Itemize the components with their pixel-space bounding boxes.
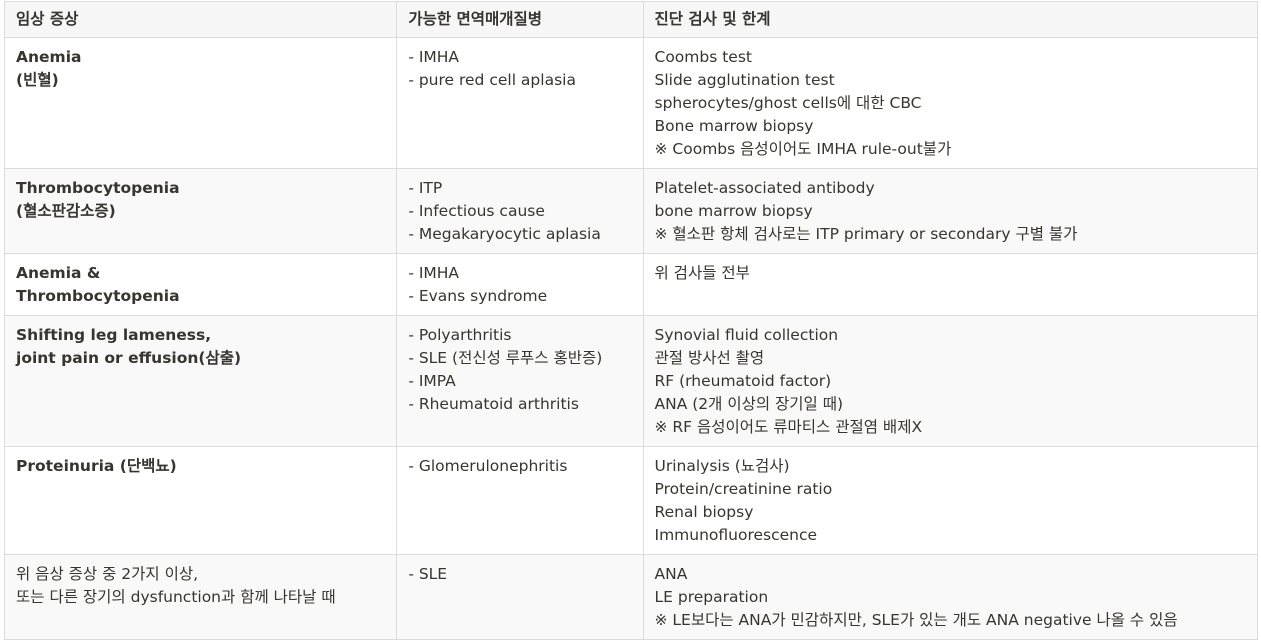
symptom-text: (혈소판감소증) [16, 202, 116, 220]
symptom-cell: Anemia & Thrombocytopenia [3, 253, 398, 316]
disease-item: - IMPA [408, 372, 456, 390]
diagnostic-cell: Platelet-associated antibody bone marrow … [642, 168, 1258, 254]
disease-item: - Evans syndrome [408, 287, 548, 305]
diagnostic-item: Immunofluorescence [654, 526, 818, 544]
disease-cell: - ITP - Infectious cause - Megakaryocytic … [396, 168, 644, 254]
disease-item: - Megakaryocytic aplasia [408, 225, 601, 243]
symptom-cell: Proteinuria (단백뇨) [3, 446, 398, 555]
disease-cell: - IMHA - Evans syndrome [396, 253, 644, 316]
disease-item: - Infectious cause [408, 202, 545, 220]
diagnostic-item: Synovial fluid collection [654, 326, 839, 344]
table-row: 위 음상 증상 중 2가지 이상, 또는 다른 장기의 dysfunction과 … [3, 554, 1258, 640]
disease-item: - IMHA [408, 48, 460, 66]
symptom-cell: 위 음상 증상 중 2가지 이상, 또는 다른 장기의 dysfunction과 … [3, 554, 398, 640]
header-diagnostic: 진단 검사 및 한계 [642, 1, 1258, 38]
diagnostic-item: ※ Coombs 음성이어도 IMHA rule-out불가 [654, 140, 952, 158]
symptom-text: Thrombocytopenia [16, 287, 180, 305]
table-row: Anemia (빈혈) - IMHA - pure red cell aplasia C… [3, 37, 1258, 169]
table-row: Shifting leg lameness, joint pain or effu… [3, 315, 1258, 447]
diagnostic-item: Bone marrow biopsy [654, 117, 814, 135]
disease-cell: - Glomerulonephritis [396, 446, 644, 555]
diagnostic-item: 관절 방사선 촬영 [654, 349, 765, 367]
table-header-row: 임상 증상 가능한 면역매개질병 진단 검사 및 한계 [3, 1, 1258, 38]
disease-cell: - SLE [396, 554, 644, 640]
diagnostic-item: Slide agglutination test [654, 71, 835, 89]
symptom-text: 또는 다른 장기의 dysfunction과 함께 나타날 때 [16, 588, 336, 606]
diagnostic-cell: 위 검사들 전부 [642, 253, 1258, 316]
disease-item: - SLE [408, 565, 448, 583]
symptom-cell: Thrombocytopenia (혈소판감소증) [3, 168, 398, 254]
diagnostic-item: Renal biopsy [654, 503, 754, 521]
diagnostic-item: Protein/creatinine ratio [654, 480, 833, 498]
diagnostic-cell: Synovial fluid collection 관절 방사선 촬영 RF (rh… [642, 315, 1258, 447]
symptom-text: 위 음상 증상 중 2가지 이상, [16, 565, 199, 583]
symptom-diagnosis-table: 임상 증상 가능한 면역매개질병 진단 검사 및 한계 Anemia (빈혈) - … [3, 1, 1258, 640]
symptom-text: Anemia [16, 48, 82, 66]
table-row: Anemia & Thrombocytopenia - IMHA - Evans sy… [3, 253, 1258, 316]
diagnostic-item: ※ 혈소판 항체 검사로는 ITP primary or secondary 구… [654, 225, 1078, 243]
symptom-text: joint pain or effusion(삼출) [16, 349, 242, 367]
disease-item: - IMHA [408, 264, 460, 282]
disease-cell: - IMHA - pure red cell aplasia [396, 37, 644, 169]
diagnostic-cell: Coombs test Slide agglutination test spher… [642, 37, 1258, 169]
disease-item: - Glomerulonephritis [408, 457, 568, 475]
diagnostic-item: ※ LE보다는 ANA가 민감하지만, SLE가 있는 개도 ANA negat… [654, 611, 1178, 629]
diagnostic-item: RF (rheumatoid factor) [654, 372, 832, 390]
diagnostic-cell: Urinalysis (뇨검사) Protein/creatinine ratio… [642, 446, 1258, 555]
symptom-cell: Shifting leg lameness, joint pain or effu… [3, 315, 398, 447]
symptom-text: Thrombocytopenia [16, 179, 180, 197]
symptom-text: Anemia & [16, 264, 101, 282]
symptom-text: Proteinuria (단백뇨) [16, 457, 177, 475]
diagnostic-item: Coombs test [654, 48, 753, 66]
diagnostic-cell: ANA LE preparation ※ LE보다는 ANA가 민감하지만, SLE… [642, 554, 1258, 640]
disease-item: - pure red cell aplasia [408, 71, 576, 89]
disease-item: - ITP [408, 179, 443, 197]
header-disease: 가능한 면역매개질병 [396, 1, 644, 38]
diagnostic-item: Platelet-associated antibody [654, 179, 875, 197]
diagnostic-item: ANA [654, 565, 688, 583]
diagnostic-item: ANA (2개 이상의 장기일 때) [654, 395, 844, 413]
diagnostic-item: Urinalysis (뇨검사) [654, 457, 790, 475]
table-row: Proteinuria (단백뇨) - Glomerulonephritis Uri… [3, 446, 1258, 555]
diagnostic-item: bone marrow biopsy [654, 202, 813, 220]
symptom-cell: Anemia (빈혈) [3, 37, 398, 169]
diagnostic-item: 위 검사들 전부 [654, 264, 750, 282]
symptom-text: Shifting leg lameness, [16, 326, 212, 344]
disease-item: - Rheumatoid arthritis [408, 395, 579, 413]
disease-item: - Polyarthritis [408, 326, 512, 344]
diagnostic-item: LE preparation [654, 588, 769, 606]
table-row: Thrombocytopenia (혈소판감소증) - ITP - Infectiou… [3, 168, 1258, 254]
header-symptom: 임상 증상 [3, 1, 398, 38]
symptom-text: (빈혈) [16, 71, 59, 89]
diagnostic-item: spherocytes/ghost cells에 대한 CBC [654, 94, 922, 112]
diagnostic-item: ※ RF 음성이어도 류마티스 관절염 배제X [654, 418, 923, 436]
disease-item: - SLE (전신성 루푸스 홍반증) [408, 349, 603, 367]
disease-cell: - Polyarthritis - SLE (전신성 루푸스 홍반증) - IMPA… [396, 315, 644, 447]
